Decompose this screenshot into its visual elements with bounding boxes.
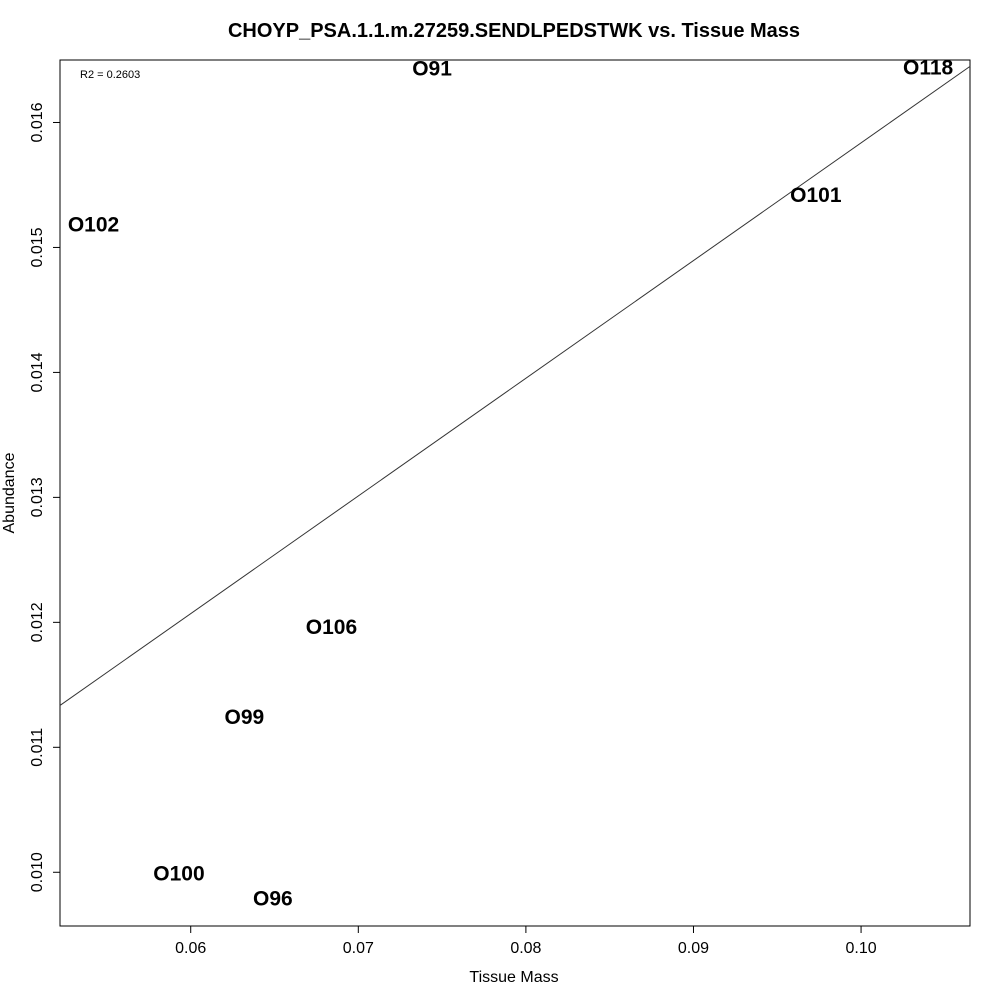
x-tick-label: 0.08: [510, 940, 541, 957]
y-tick-label: 0.012: [29, 602, 46, 642]
point-label-o101: O101: [790, 184, 842, 207]
y-tick-label: 0.011: [29, 728, 46, 767]
point-label-o106: O106: [306, 616, 357, 639]
y-tick-label: 0.015: [29, 227, 46, 267]
point-label-o100: O100: [153, 862, 204, 885]
point-labels-layer: O91 O118 O101 O102 O106 O99 O100 O96: [68, 56, 954, 910]
r2-annotation: R2 = 0.2603: [80, 69, 140, 81]
point-label-o102: O102: [68, 214, 119, 237]
x-axis-label: Tissue Mass: [469, 969, 558, 986]
point-label-o99: O99: [224, 706, 264, 729]
y-tick-label: 0.013: [29, 477, 46, 517]
x-tick-label: 0.06: [175, 940, 206, 957]
x-tick-label: 0.10: [845, 940, 876, 957]
regression-line: [59, 65, 971, 706]
chart-title: CHOYP_PSA.1.1.m.27259.SENDLPEDSTWK vs. T…: [228, 20, 800, 42]
x-axis: 0.06 0.07 0.08 0.09 0.10: [175, 926, 877, 957]
y-axis-label: Abundance: [1, 452, 18, 533]
plot-frame: [59, 59, 971, 927]
point-label-o118: O118: [903, 56, 954, 79]
x-tick-label: 0.07: [343, 940, 374, 957]
point-label-o96: O96: [253, 887, 293, 910]
y-tick-label: 0.014: [29, 352, 46, 392]
y-axis: 0.010 0.011 0.012 0.013 0.014 0.015 0.016: [29, 102, 60, 892]
x-tick-label: 0.09: [678, 940, 709, 957]
point-label-o91: O91: [412, 58, 452, 81]
trendline-layer: [59, 65, 971, 706]
y-tick-label: 0.016: [29, 102, 46, 142]
y-tick-label: 0.010: [29, 852, 46, 892]
